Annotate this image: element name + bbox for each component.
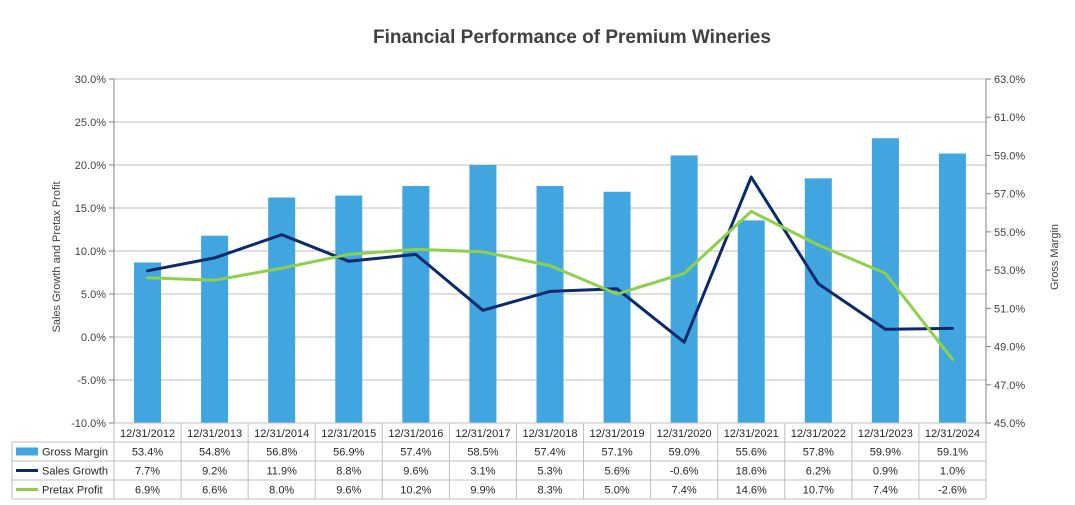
table-cell-value: 57.4% [534,447,565,459]
bar-gross-margin [737,220,765,423]
bar-gross-margin [804,178,832,423]
x-tick-label: 12/31/2022 [791,428,846,440]
x-tick-label: 12/31/2019 [590,428,645,440]
table-cell-value: 14.6% [736,485,767,497]
table-cell-value: 7.4% [672,485,697,497]
table-cell-value: 10.2% [400,485,431,497]
x-tick-label: 12/31/2017 [455,428,510,440]
bar-gross-margin [871,138,899,423]
bar-gross-margin [670,155,698,423]
right-tick-label: 45.0% [994,418,1025,430]
right-tick-label: 53.0% [994,265,1025,277]
table-cell-value: 8.8% [336,466,361,478]
table-cell-value: 9.9% [470,485,495,497]
x-tick-label: 12/31/2020 [657,428,712,440]
series-lines [146,175,954,361]
table-cell-value: 3.1% [470,466,495,478]
bar-gross-margin [938,153,966,424]
left-tick-label: -10.0% [71,418,106,430]
table-cell-value: 57.4% [400,447,431,459]
table-cell-value: 9.6% [336,485,361,497]
table-cell-value: 56.9% [333,447,364,459]
gross-margin-bars [134,138,966,424]
table-cell-value: 11.9% [267,466,298,478]
line-sales-growth [146,175,954,344]
x-tick-label: 12/31/2023 [858,428,913,440]
left-axis: 30.0% 25.0% 20.0% 15.0% 10.0% 5.0% 0.0% -5.0% -1… [71,74,115,430]
line-pretax-profit [146,209,954,361]
table-cell-value: -2.6% [938,485,967,497]
right-tick-label: 47.0% [994,380,1025,392]
right-axis: 63.0% 61.0% 59.0% 57.0% 55.0% 53.0% 51.0% 49.0%… [985,74,1025,430]
right-tick-label: 55.0% [994,227,1025,239]
bar-gross-margin [402,186,430,423]
x-tick-label: 12/31/2021 [724,428,779,440]
bar-gross-margin [201,235,229,423]
left-tick-label: 5.0% [81,289,106,301]
data-table: 12/31/2012 12/31/2013 12/31/2014 12/31/2015… [11,422,987,500]
table-cell-value: 57.8% [803,447,834,459]
table-cell-value: 0.9% [873,466,898,478]
bar-gross-margin [603,191,631,423]
table-cell-value: 6.9% [135,485,160,497]
table-cell-value: 57.1% [601,447,632,459]
table-cell-value: 59.0% [669,447,700,459]
bar-gross-margin [134,262,162,423]
x-tick-label: 12/31/2014 [254,428,309,440]
table-cell-value: 10.7% [803,485,834,497]
table-cell-value: 7.4% [873,485,898,497]
x-tick-label: 12/31/2015 [321,428,376,440]
table-cell-value: 53.4% [132,447,163,459]
table-cell-value: 55.6% [736,447,767,459]
bar-gross-margin [469,165,497,423]
table-cell-value: -0.6% [670,466,699,478]
table-cell-value: 5.6% [605,466,630,478]
right-axis-label: Gross Margin [1049,224,1061,290]
table-cell-value: 5.3% [537,466,562,478]
table-cell-value: 18.6% [736,466,767,478]
legend-key-gross-margin [16,447,38,456]
table-cell-value: 59.9% [870,447,901,459]
bar-gross-margin [536,186,564,423]
right-tick-label: 61.0% [994,112,1025,124]
table-cell-value: 59.1% [937,447,968,459]
table-cell-value: 8.0% [269,485,294,497]
legend-entry: Pretax Profit [42,485,103,497]
right-tick-label: 49.0% [994,342,1025,354]
table-cell-value: 9.2% [202,466,227,478]
table-cell-value: 5.0% [605,485,630,497]
legend-entry: Gross Margin [42,447,108,459]
left-tick-label: 30.0% [75,74,106,86]
x-tick-label: 12/31/2018 [522,428,577,440]
table-cell-value: 1.0% [940,466,965,478]
left-axis-label: Sales Growth and Pretax Profit [51,181,63,332]
right-tick-label: 63.0% [994,74,1025,86]
table-cell-value: 58.5% [467,447,498,459]
table-cell-value: 9.6% [403,466,428,478]
bar-gross-margin [268,197,296,423]
left-tick-label: 15.0% [75,203,106,215]
x-tick-label: 12/31/2012 [120,428,175,440]
x-tick-label: 12/31/2016 [388,428,443,440]
left-tick-label: 10.0% [75,246,106,258]
table-cell-value: 56.8% [266,447,297,459]
x-tick-label: 12/31/2013 [187,428,242,440]
left-tick-label: -5.0% [77,375,106,387]
table-cell-value: 54.8% [199,447,230,459]
right-tick-label: 51.0% [994,303,1025,315]
left-tick-label: 0.0% [81,332,106,344]
right-tick-label: 57.0% [994,189,1025,201]
table-cell-value: 6.6% [202,485,227,497]
chart-title: Financial Performance of Premium Winerie… [373,27,771,48]
table-cell-value: 8.3% [537,485,562,497]
legend-entry: Sales Growth [42,466,108,478]
right-tick-label: 59.0% [994,150,1025,162]
bar-gross-margin [335,195,363,423]
table-cell-value: 7.7% [135,466,160,478]
x-tick-label: 12/31/2024 [925,428,980,440]
left-tick-label: 20.0% [75,160,106,172]
left-tick-label: 25.0% [75,117,106,129]
table-cell-value: 6.2% [806,466,831,478]
